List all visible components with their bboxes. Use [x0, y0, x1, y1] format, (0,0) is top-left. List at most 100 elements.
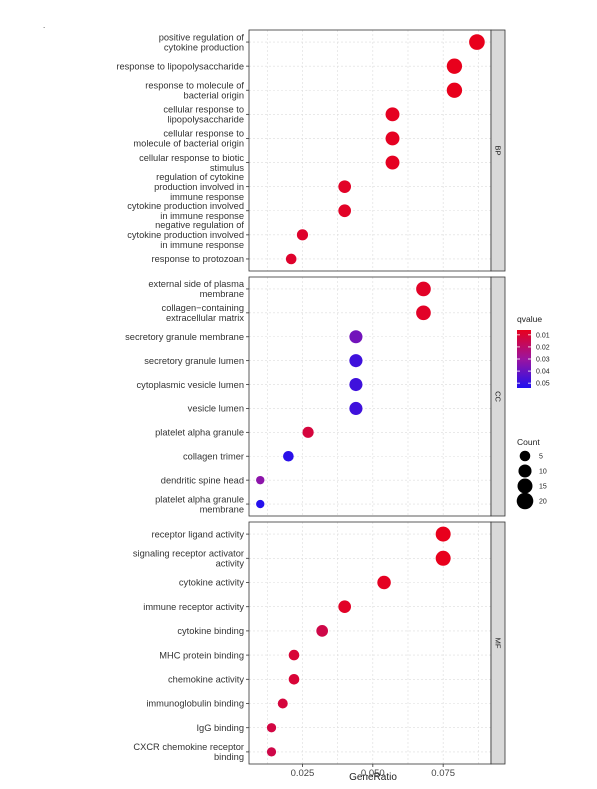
- data-point: [277, 698, 288, 709]
- colorbar-tick-label: 0.02: [536, 344, 550, 351]
- colorbar-tick-label: 0.05: [536, 381, 550, 388]
- y-tick-label: external side of plasma membrane: [148, 279, 244, 299]
- y-tick-label-line: regulation of cytokine: [156, 172, 244, 182]
- facet-strip-label: CC: [494, 391, 503, 402]
- data-point: [302, 426, 314, 438]
- data-point: [385, 107, 400, 122]
- y-tick-label: positive regulation of cytokine productio…: [159, 32, 245, 52]
- data-point: [385, 131, 400, 146]
- count-legend-dot: [518, 464, 532, 478]
- facet-strip-label: MF: [494, 638, 503, 649]
- y-tick-label: chemokine activity: [168, 675, 244, 685]
- y-tick-label-line: immune response: [170, 192, 244, 202]
- panel-background: [249, 277, 491, 516]
- colorbar-tick-label: 0.03: [536, 357, 550, 364]
- y-tick-label: secretory granule membrane: [125, 332, 244, 342]
- y-tick-label-line: cellular response to biotic: [139, 153, 244, 163]
- y-tick-label: cytokine production involved in immune re…: [127, 201, 244, 221]
- y-tick-label-line: membrane: [200, 289, 244, 299]
- qvalue-legend-title: qvalue: [517, 314, 542, 324]
- y-tick-label: dendritic spine head: [161, 475, 244, 485]
- data-point: [338, 600, 351, 614]
- data-point: [316, 625, 329, 637]
- x-tick-label: 0.050: [361, 768, 385, 779]
- data-point: [377, 575, 391, 590]
- colorbar-tick-label: 0.04: [536, 369, 550, 376]
- stray-dot-mark: .: [43, 21, 45, 30]
- y-tick-label-line: cytokine binding: [177, 626, 244, 636]
- facet-strip: [490, 521, 506, 765]
- y-tick-label: secretory granule lumen: [144, 356, 244, 366]
- y-tick-label: signaling receptor activator activity: [133, 549, 244, 569]
- count-legend-label: 15: [539, 484, 547, 491]
- y-tick-label-line: immune receptor activity: [143, 602, 244, 612]
- y-tick-label-line: platelet alpha granule: [155, 428, 244, 438]
- y-tick-label-line: secretory granule lumen: [144, 356, 244, 366]
- y-tick-label-line: IgG binding: [196, 723, 244, 733]
- y-tick-label-line: negative regulation of: [155, 220, 244, 230]
- y-tick-label-line: bacterial origin: [184, 90, 244, 100]
- y-tick-label-line: cytokine production: [164, 42, 244, 52]
- data-point: [469, 34, 485, 50]
- y-tick-label: MHC protein binding: [159, 650, 244, 660]
- y-tick-label-line: activity: [216, 559, 245, 569]
- y-tick-label: cellular response to molecule of bacteria…: [133, 129, 244, 149]
- y-tick-label: regulation of cytokine production involve…: [154, 172, 244, 202]
- data-point: [446, 58, 463, 74]
- y-tick-label: receptor ligand activity: [152, 529, 245, 539]
- y-tick-label-line: immunoglobulin binding: [146, 699, 244, 709]
- y-tick-label-line: cytokine activity: [179, 578, 244, 588]
- data-point: [385, 155, 400, 170]
- y-tick-label-line: external side of plasma: [148, 279, 244, 289]
- y-tick-label-line: cellular response to: [163, 105, 244, 115]
- data-point: [296, 229, 309, 241]
- facet-strip: [490, 29, 506, 272]
- y-tick-label-line: platelet alpha granule: [155, 494, 244, 504]
- y-tick-label: immune receptor activity: [143, 602, 244, 612]
- y-tick-label: response to molecule of bacterial origin: [145, 80, 244, 100]
- y-tick-label: collagen−containing extracellular matrix: [162, 303, 245, 323]
- data-point: [338, 180, 351, 193]
- x-axis-title: GeneRatio: [349, 772, 397, 783]
- y-tick-label-line: receptor ligand activity: [152, 529, 245, 539]
- data-point: [288, 649, 300, 661]
- data-point: [435, 550, 451, 566]
- count-legend-title: Count: [517, 437, 540, 447]
- data-point: [256, 475, 265, 485]
- count-legend-label: 20: [539, 499, 547, 506]
- facet-panels: positive regulation of cytokine productio…: [116, 29, 506, 765]
- y-tick-label: negative regulation of cytokine productio…: [127, 220, 244, 250]
- colorbar-tick-label: 0.01: [536, 332, 550, 339]
- count-legend-dot: [519, 450, 531, 462]
- count-legend-dot: [516, 492, 534, 510]
- data-point: [416, 305, 431, 321]
- y-tick-label: response to lipopolysaccharide: [116, 61, 244, 71]
- data-point: [349, 401, 363, 415]
- data-point: [285, 253, 297, 265]
- y-tick-label: vesicle lumen: [188, 404, 244, 414]
- data-point: [288, 674, 300, 685]
- y-tick-label: IgG binding: [196, 723, 244, 733]
- data-point: [416, 281, 431, 297]
- y-tick-label-line: response to protozoan: [151, 254, 244, 264]
- facet-strip: [490, 276, 506, 517]
- y-tick-label: response to protozoan: [151, 254, 244, 264]
- y-tick-label-line: extracellular matrix: [166, 313, 244, 323]
- y-tick-label-line: CXCR chemokine receptor: [133, 742, 244, 752]
- y-tick-label-line: secretory granule membrane: [125, 332, 244, 342]
- y-tick-label-line: cellular response to: [163, 129, 244, 139]
- y-tick-label: cytokine binding: [177, 626, 244, 636]
- y-tick-label-line: MHC protein binding: [159, 650, 244, 660]
- legend: qvalue Count 0.01 0.02 0.03 0.04 0.05 5 10 15 20: [516, 314, 550, 510]
- facet-panel-cc: external side of plasma membrane collagen−…: [125, 276, 506, 517]
- y-tick-label-line: binding: [214, 752, 244, 762]
- y-tick-label-line: response to lipopolysaccharide: [116, 61, 244, 71]
- data-point: [349, 354, 363, 368]
- x-axis: GeneRatio 0.025 0.050 0.075: [291, 764, 455, 783]
- y-tick-label: immunoglobulin binding: [146, 699, 244, 709]
- y-tick-label-line: in immune response: [160, 240, 244, 250]
- y-tick-label-line: production involved in: [154, 182, 244, 192]
- y-tick-label-line: cytokine production involved: [127, 201, 244, 211]
- data-point: [266, 723, 277, 733]
- count-legend-label: 10: [539, 469, 547, 476]
